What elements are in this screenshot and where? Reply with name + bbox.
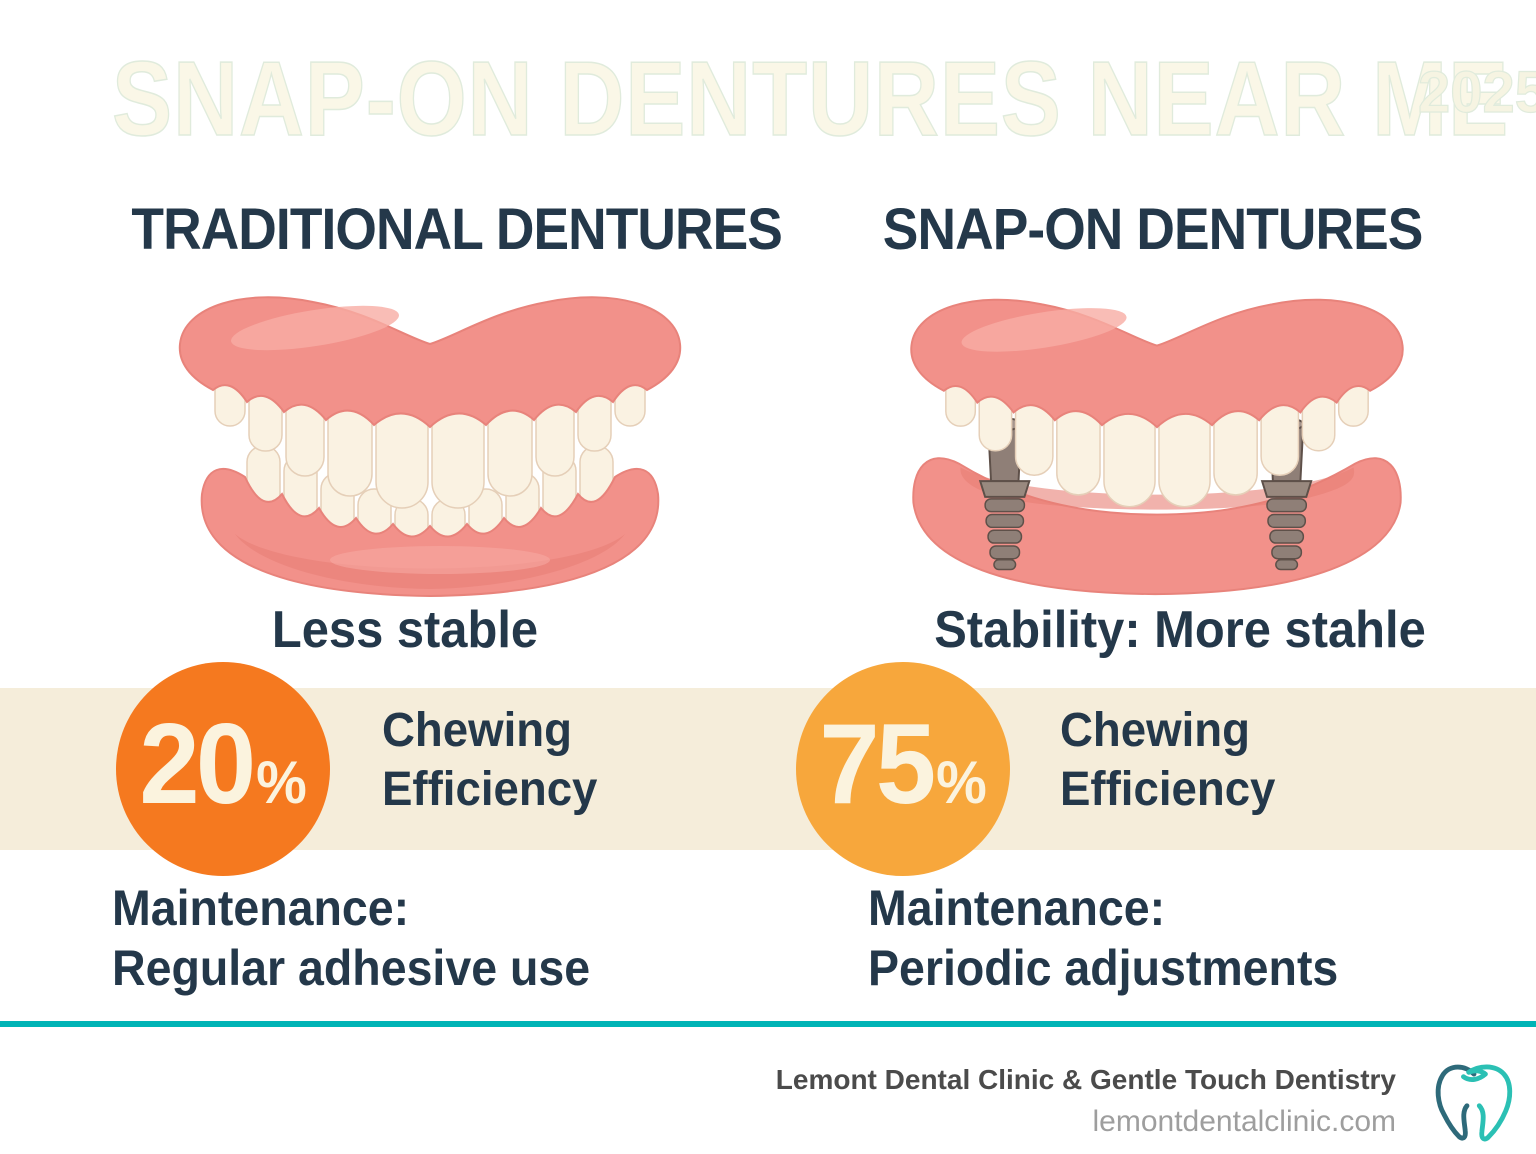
tooth-icon — [1435, 1064, 1513, 1142]
traditional-column-header: TRADITIONAL DENTURES — [131, 197, 783, 262]
maintenance-line2: Periodic adjustments — [868, 940, 1339, 996]
efficiency-label-line2: Efficiency — [382, 762, 598, 816]
upper-denture — [910, 298, 1404, 508]
traditional-efficiency-label: Chewing Efficiency — [382, 702, 597, 819]
efficiency-label-line1: Chewing — [1060, 704, 1250, 757]
snap-on-efficiency-badge: 75 % — [796, 662, 1010, 876]
snap-on-efficiency-value: 75 % — [819, 708, 986, 822]
snap-on-dentures-image — [910, 298, 1404, 596]
maintenance-line1: Maintenance: — [868, 880, 1166, 936]
percent-number: 75 — [819, 701, 936, 828]
traditional-dentures-illustration — [150, 262, 710, 607]
traditional-maintenance-label: Maintenance: Regular adhesive use — [112, 878, 590, 998]
footer: Lemont Dental Clinic & Gentle Touch Dent… — [776, 1064, 1396, 1139]
percent-symbol: % — [255, 749, 307, 816]
efficiency-label-line2: Efficiency — [1060, 762, 1276, 816]
implant-gum-ridge — [912, 457, 1402, 596]
efficiency-label-line1: Chewing — [382, 704, 572, 757]
lower-denture — [200, 445, 660, 598]
clinic-name: Lemont Dental Clinic & Gentle Touch Dent… — [775, 1064, 1396, 1095]
snap-on-maintenance-label: Maintenance: Periodic adjustments — [868, 878, 1338, 998]
percent-symbol: % — [935, 749, 987, 816]
page-title: SNAP-ON DENTURES NEAR ME — [111, 40, 1510, 158]
traditional-efficiency-value: 20 % — [139, 708, 306, 822]
snap-on-dentures-illustration — [882, 262, 1432, 607]
snap-on-efficiency-label: Chewing Efficiency — [1060, 702, 1275, 819]
maintenance-line1: Maintenance: — [112, 880, 410, 936]
title-year: 2025 — [1417, 60, 1536, 125]
percent-number: 20 — [139, 701, 256, 828]
traditional-stability-label: Less stable — [271, 601, 539, 659]
maintenance-line2: Regular adhesive use — [112, 940, 591, 996]
snap-on-column-header: SNAP-ON DENTURES — [882, 197, 1424, 262]
teal-divider-line — [0, 1021, 1536, 1027]
clinic-website: lemontdentalclinic.com — [1092, 1105, 1396, 1138]
tooth-logo-icon — [1430, 1058, 1518, 1150]
traditional-dentures-image — [178, 296, 682, 598]
traditional-efficiency-badge: 20 % — [116, 662, 330, 876]
snap-on-stability-label: Stability: More stahle — [934, 601, 1426, 659]
upper-denture — [178, 296, 682, 509]
